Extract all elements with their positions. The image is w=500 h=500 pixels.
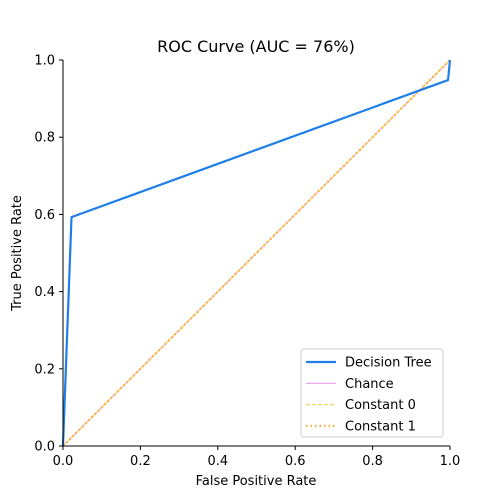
- legend-items: Decision Tree Chance Constant 0 Constant 1: [306, 356, 432, 434]
- y-tick-label: 0.4: [34, 285, 55, 300]
- y-axis-ticks: 0.0 0.2 0.4 0.6 0.8 1.0: [34, 54, 63, 455]
- x-tick-label: 1.0: [440, 454, 461, 469]
- legend-frame: [300, 348, 444, 438]
- x-tick-label: 0.4: [207, 454, 228, 469]
- series-layer: [61, 59, 452, 447]
- plot-area: 0.0 0.2 0.4 0.6 0.8 1.0 0.0 0.2 0.4 0.6 0.8 1.0: [34, 54, 460, 470]
- x-axis-ticks: 0.0 0.2 0.4 0.6 0.8 1.0: [53, 446, 461, 469]
- legend-label: Constant 0: [345, 398, 416, 413]
- chart-title: ROC Curve (AUC = 76%): [157, 37, 355, 56]
- y-tick-label: 1.0: [34, 54, 55, 69]
- y-tick-label: 0.8: [34, 131, 55, 146]
- y-tick-label: 0.2: [34, 362, 55, 377]
- legend-label: Chance: [345, 377, 394, 392]
- y-tick-label: 0.0: [34, 440, 55, 455]
- y-tick-label: 0.6: [34, 208, 55, 223]
- x-tick-label: 0.8: [362, 454, 383, 469]
- x-axis-label: False Positive Rate: [196, 474, 317, 489]
- x-tick-label: 0.6: [285, 454, 306, 469]
- series-line-constant-1: [62, 59, 451, 447]
- series-line-decision-tree: [61, 59, 452, 447]
- legend: Decision Tree Chance Constant 0 Constant 1: [300, 348, 444, 438]
- y-axis-label: True Positive Rate: [10, 195, 25, 312]
- x-tick-label: 0.2: [130, 454, 151, 469]
- legend-label: Decision Tree: [345, 356, 432, 371]
- legend-label: Constant 1: [345, 419, 416, 434]
- x-tick-label: 0.0: [53, 454, 74, 469]
